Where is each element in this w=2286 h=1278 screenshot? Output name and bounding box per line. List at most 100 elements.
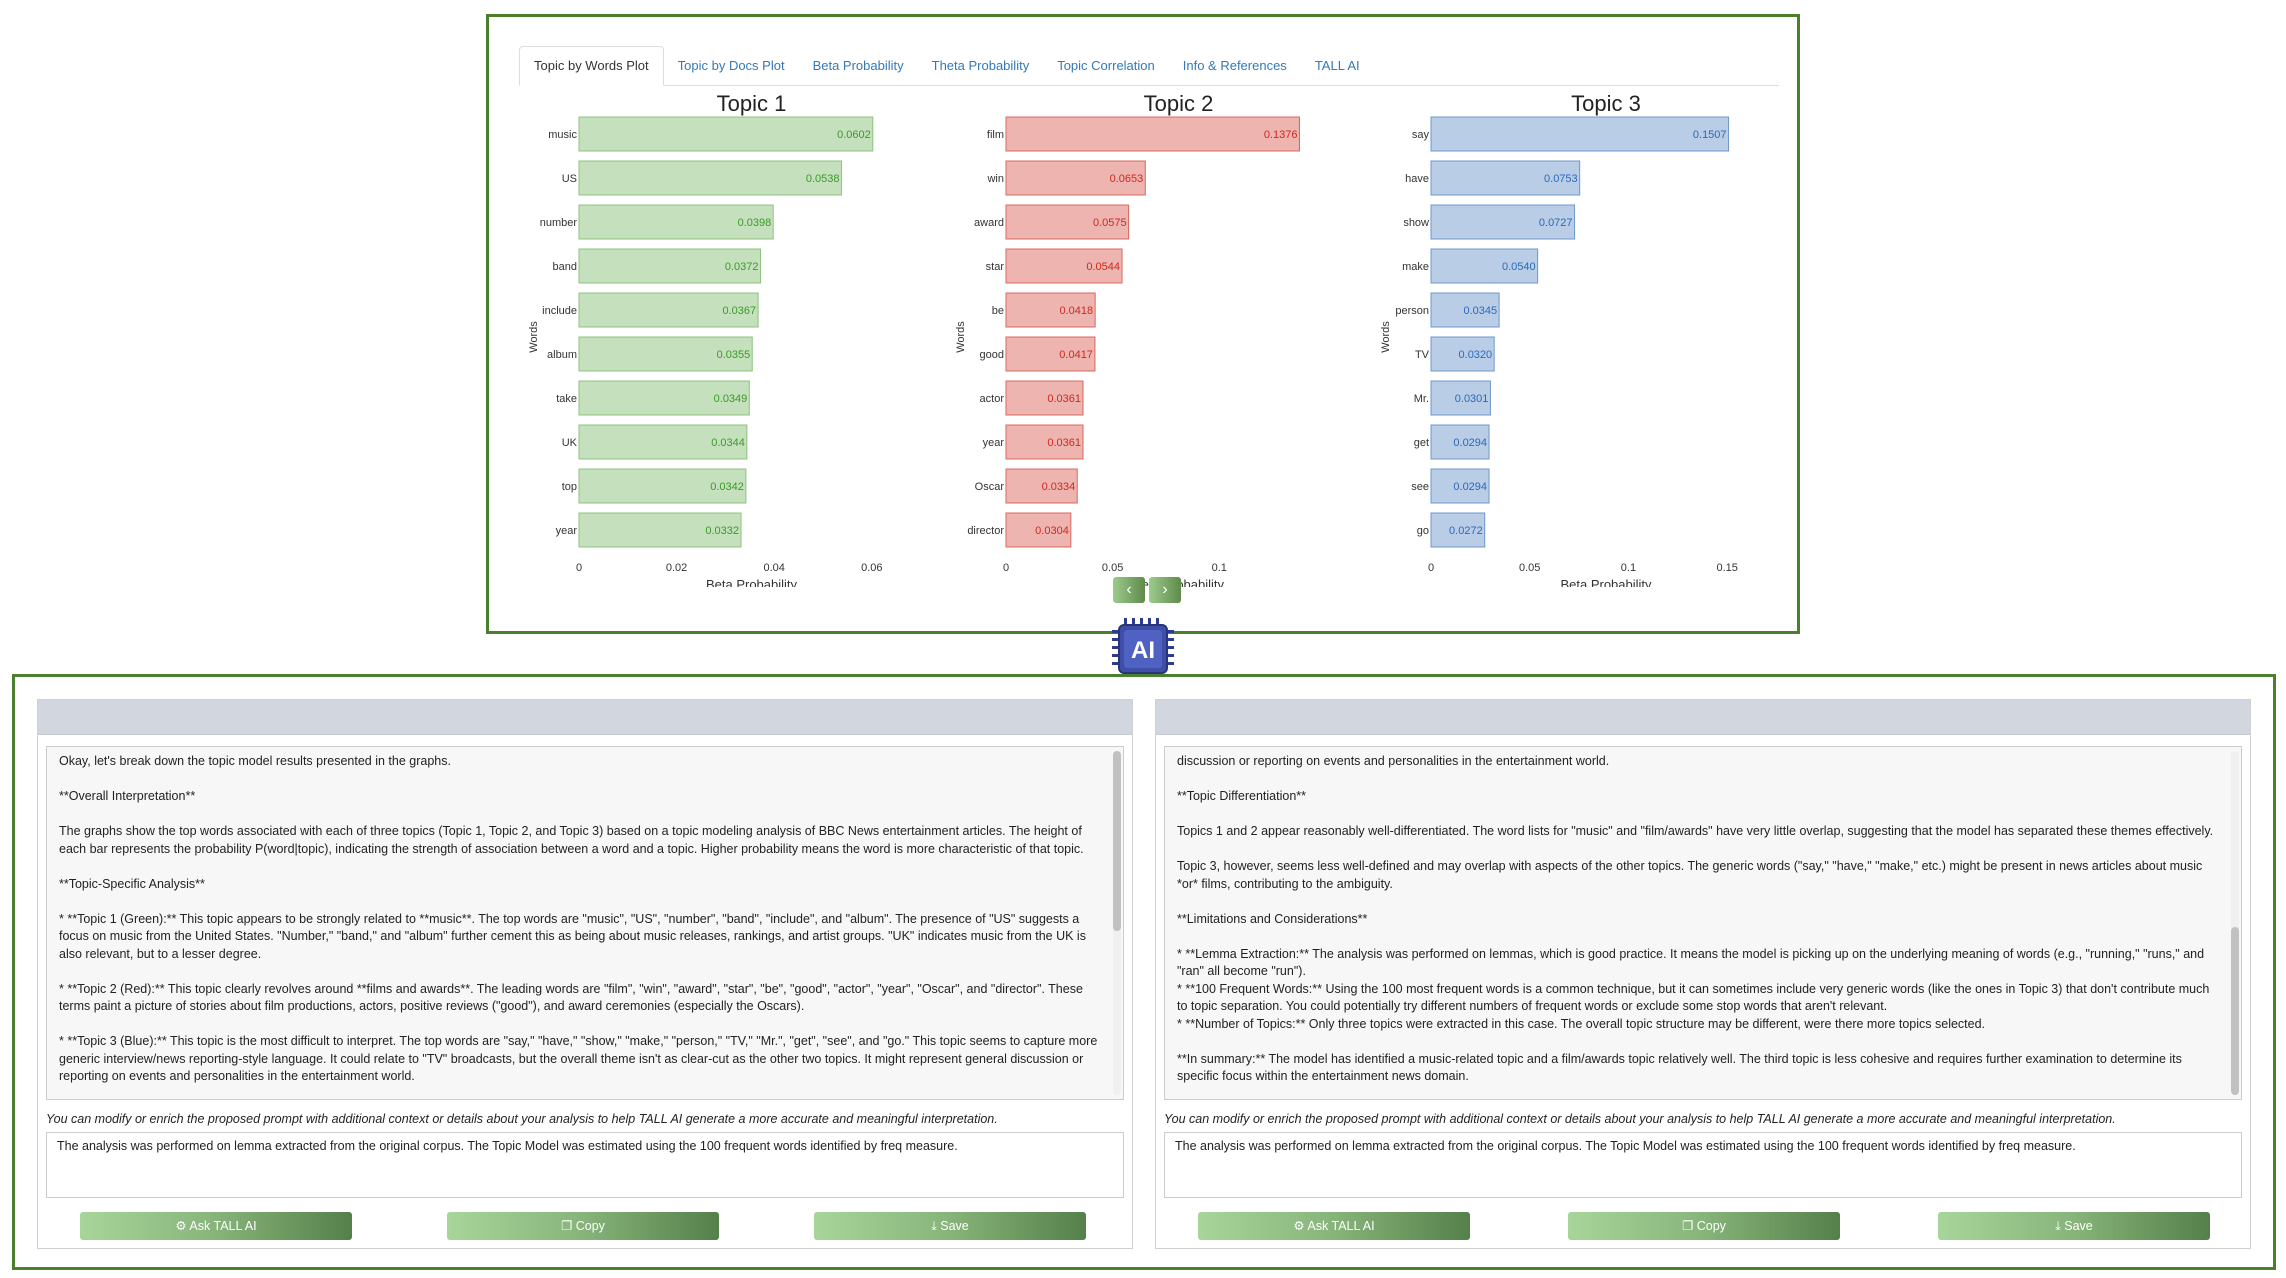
ai-paragraph: **In summary:** The model has identified… <box>1177 1051 2182 1084</box>
right-panel-header <box>1156 700 2250 735</box>
bar <box>578 292 759 328</box>
y-tick-label: director <box>967 525 1004 537</box>
bar <box>1005 468 1078 504</box>
bar <box>1430 292 1500 328</box>
y-tick-label: win <box>986 173 1004 185</box>
value-label: 0.0342 <box>710 481 744 493</box>
bar <box>1430 248 1539 284</box>
y-tick-label: album <box>547 349 577 361</box>
left-ask-tall-ai-button[interactable]: ⚙ Ask TALL AI <box>80 1212 352 1240</box>
y-tick-label: make <box>1402 261 1429 273</box>
next-button[interactable]: › <box>1149 577 1181 603</box>
bar <box>578 204 774 240</box>
left-scrollbar[interactable] <box>1113 751 1121 1095</box>
right-ai-response[interactable]: discussion or reporting on events and pe… <box>1164 746 2242 1100</box>
x-axis-label: Beta Probability <box>1560 577 1652 587</box>
left-prompt-input[interactable]: The analysis was performed on lemma extr… <box>46 1132 1124 1198</box>
value-label: 0.0727 <box>1539 217 1573 229</box>
y-tick-label: person <box>1395 305 1429 317</box>
bar <box>1005 248 1123 284</box>
y-tick-label: see <box>1411 481 1429 493</box>
value-label: 0.0344 <box>711 437 745 449</box>
bar <box>578 160 843 196</box>
value-label: 0.0301 <box>1455 393 1489 405</box>
bar <box>578 380 750 416</box>
value-label: 0.0398 <box>738 217 772 229</box>
ai-paragraph: **Limitations and Considerations** <box>1177 911 1368 926</box>
value-label: 0.0349 <box>714 393 748 405</box>
value-label: 0.0345 <box>1463 305 1497 317</box>
tab-tall-ai[interactable]: TALL AI <box>1314 58 1360 73</box>
right-scroll-thumb[interactable] <box>2231 927 2239 1095</box>
right-copy-button[interactable]: ❐ Copy <box>1568 1212 1840 1240</box>
bar <box>1005 512 1072 548</box>
value-label: 0.0653 <box>1110 173 1144 185</box>
robot-icon: ⚙ <box>1293 1219 1308 1233</box>
left-copy-label: Copy <box>575 1219 605 1233</box>
tab-info-references[interactable]: Info & References <box>1182 58 1287 73</box>
robot-icon: ⚙ <box>175 1219 190 1233</box>
ai-paragraph: **Overall Interpretation** <box>59 789 196 803</box>
bar <box>1005 292 1096 328</box>
y-tick-label: have <box>1405 173 1429 185</box>
left-ai-panel: Okay, let's break down the topic model r… <box>37 699 1133 1249</box>
value-label: 0.0538 <box>806 173 840 185</box>
value-label: 0.0544 <box>1086 261 1120 273</box>
chart-title: Topic 3 <box>1571 91 1641 116</box>
bar <box>1005 336 1096 372</box>
value-label: 0.0753 <box>1544 173 1578 185</box>
bar <box>1430 336 1495 372</box>
right-ask-tall-ai-button[interactable]: ⚙ Ask TALL AI <box>1198 1212 1470 1240</box>
ai-paragraph: discussion or reporting on events and pe… <box>1177 754 1610 768</box>
left-ai-response[interactable]: Okay, let's break down the topic model r… <box>46 746 1124 1100</box>
right-copy-label: Copy <box>1696 1219 1726 1233</box>
y-axis-label: Words <box>955 321 967 353</box>
x-tick-label: 0.04 <box>763 562 784 574</box>
ai-paragraph: Okay, let's break down the topic model r… <box>59 754 451 768</box>
left-save-button[interactable]: ⤓ Save <box>814 1212 1086 1240</box>
y-tick-label: include <box>542 305 577 317</box>
right-prompt-input[interactable]: The analysis was performed on lemma extr… <box>1164 1132 2242 1198</box>
bar <box>1005 160 1146 196</box>
tab-topic-correlation[interactable]: Topic Correlation <box>1057 58 1155 73</box>
value-label: 0.0361 <box>1047 393 1081 405</box>
ai-chip-icon: AI <box>1112 618 1174 680</box>
value-label: 0.0332 <box>705 525 739 537</box>
x-tick-label: 0 <box>576 562 582 574</box>
left-scroll-thumb[interactable] <box>1113 751 1121 931</box>
value-label: 0.0294 <box>1453 437 1487 449</box>
download-icon: ⤓ <box>2055 1219 2065 1233</box>
right-save-button[interactable]: ⤓ Save <box>1938 1212 2210 1240</box>
y-tick-label: film <box>987 129 1004 141</box>
x-tick-label: 0.02 <box>666 562 687 574</box>
y-tick-label: star <box>986 261 1005 273</box>
x-tick-label: 0.05 <box>1519 562 1540 574</box>
value-label: 0.0304 <box>1035 525 1069 537</box>
left-copy-button[interactable]: ❐ Copy <box>447 1212 719 1240</box>
tab-beta-probability[interactable]: Beta Probability <box>812 58 904 73</box>
y-axis-label: Words <box>528 321 540 353</box>
bar <box>1430 512 1486 548</box>
right-buttons: ⚙ Ask TALL AI ❐ Copy ⤓ Save <box>1156 1212 2250 1242</box>
bar <box>1005 380 1084 416</box>
prev-button[interactable]: ‹ <box>1113 577 1145 603</box>
y-tick-label: go <box>1417 525 1429 537</box>
value-label: 0.0272 <box>1449 525 1483 537</box>
y-tick-label: actor <box>980 393 1005 405</box>
y-tick-label: UK <box>562 437 578 449</box>
y-tick-label: year <box>556 525 578 537</box>
ai-paragraph: * **Topic 1 (Green):** This topic appear… <box>59 911 1086 961</box>
tab-topic-by-docs-plot[interactable]: Topic by Docs Plot <box>677 58 785 73</box>
right-save-label: Save <box>2064 1219 2093 1233</box>
value-label: 0.0602 <box>837 129 871 141</box>
value-label: 0.0294 <box>1453 481 1487 493</box>
right-scrollbar[interactable] <box>2231 751 2239 1095</box>
tab-theta-probability[interactable]: Theta Probability <box>931 58 1030 73</box>
y-tick-label: say <box>1412 129 1430 141</box>
chart-title: Topic 2 <box>1144 91 1214 116</box>
value-label: 0.1376 <box>1264 129 1298 141</box>
download-icon: ⤓ <box>931 1219 941 1233</box>
x-tick-label: 0.1 <box>1212 562 1227 574</box>
tab-topic-by-words-plot[interactable]: Topic by Words Plot <box>519 46 664 86</box>
bar <box>578 248 762 284</box>
